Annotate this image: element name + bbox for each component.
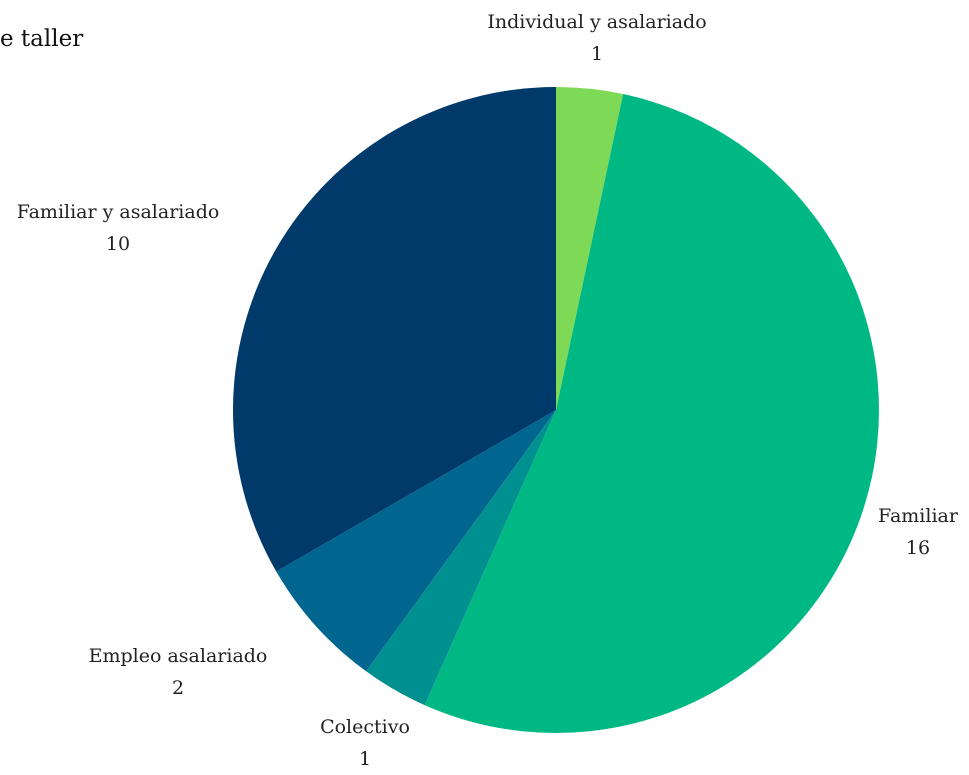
slice-label: Familiar [878,505,959,527]
pie-slice-familiar [424,94,879,733]
slice-value-label: 1 [359,748,371,770]
slice-value-label: 10 [106,233,130,255]
slice-value-label: 2 [172,677,184,699]
pie-slice-colectivo [366,410,556,706]
pie-slice-familiar-y-asalariado [232,87,556,572]
pie-slices [232,87,879,733]
slice-label: Individual y asalariado [487,11,706,33]
pie-slice-individual-y-asalariado [556,87,624,410]
pie-slice-empleo-asalariado [276,410,556,672]
slice-value-label: 1 [591,43,603,65]
slice-label: Familiar y asalariado [17,201,220,223]
chart-title-fragment: e taller [0,26,84,52]
slice-label: Empleo asalariado [89,645,268,667]
slice-label: Colectivo [320,716,410,738]
pie-labels: Individual y asalariado 1 Familiar 16 Colect… [17,11,959,770]
slice-value-label: 16 [906,537,930,559]
